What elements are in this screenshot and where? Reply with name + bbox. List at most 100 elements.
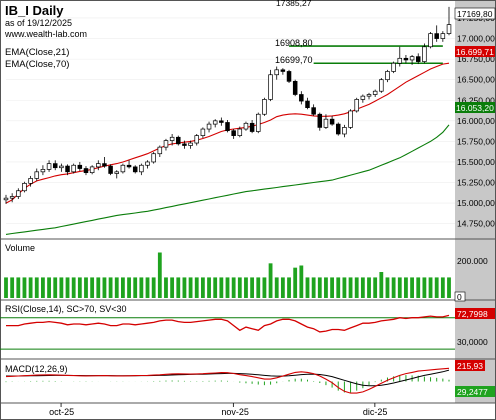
volume-bar — [182, 277, 187, 298]
volume-bar — [305, 277, 310, 298]
volume-bar — [120, 277, 125, 298]
candle — [151, 152, 156, 164]
candle — [440, 31, 446, 42]
candle — [219, 117, 224, 126]
candle — [28, 175, 33, 187]
candle — [366, 92, 372, 100]
candle — [274, 66, 279, 80]
price-y-tick-label: 16.000,00 — [457, 116, 495, 126]
macd-badge — [455, 360, 485, 371]
volume-bar — [145, 277, 150, 298]
volume-bar — [447, 277, 451, 298]
price-y-tick-label: 16.250,00 — [457, 95, 495, 105]
candle — [139, 163, 144, 176]
candle — [132, 165, 138, 174]
candle — [434, 25, 439, 42]
volume-last-badge — [454, 291, 466, 302]
volume-bar — [164, 277, 168, 298]
rsi-tick-30: 30,0000 — [457, 337, 488, 347]
candle — [428, 31, 433, 49]
candle — [391, 61, 396, 74]
candle — [317, 112, 323, 131]
price-y-ticks: 17.250,0017.000,0016.750,0016.500,0016.2… — [457, 13, 495, 229]
candle — [256, 112, 261, 134]
volume-bar — [77, 277, 82, 298]
price-y-tick-label: 14.750,00 — [457, 219, 495, 229]
candle — [65, 164, 70, 176]
volume-bar — [59, 277, 64, 298]
rsi-badge — [455, 308, 495, 319]
candle — [299, 91, 304, 105]
volume-bar — [324, 277, 328, 298]
candle — [323, 114, 329, 130]
candle — [415, 53, 421, 65]
volume-bar — [237, 277, 242, 298]
volume-bar — [410, 277, 414, 298]
volume-bar — [47, 277, 51, 298]
candle — [231, 129, 236, 139]
volume-bar — [4, 277, 8, 298]
candle — [194, 133, 199, 146]
volume-bar — [391, 277, 396, 298]
candle — [200, 127, 206, 139]
volume-bar — [10, 277, 15, 298]
candle — [182, 140, 187, 149]
volume-bar — [250, 277, 255, 298]
rsi-line — [6, 314, 450, 333]
price-y-tick-label: 15.000,00 — [457, 198, 495, 208]
candle — [108, 164, 113, 176]
candle — [237, 126, 243, 138]
volume-bar — [219, 277, 224, 298]
candle — [397, 46, 403, 67]
rsi-value-label: 72,7998 — [457, 309, 488, 319]
volume-bar — [404, 277, 408, 298]
ema70-badge — [455, 102, 495, 113]
candle — [249, 120, 255, 134]
volume-bar — [127, 277, 131, 298]
candle — [169, 133, 175, 146]
volume-bar — [231, 277, 236, 298]
candle — [9, 193, 15, 203]
volume-bar — [428, 277, 433, 298]
volume-bar — [373, 277, 378, 298]
x-tick-label: nov-25 — [221, 407, 249, 417]
ema70-value-label: 16.053,20 — [456, 103, 494, 113]
candle — [354, 97, 359, 113]
volume-bar — [133, 277, 138, 298]
volume-bar — [213, 277, 218, 298]
price-y-tick-label: 15.250,00 — [457, 178, 495, 188]
candle — [335, 122, 341, 136]
ema21-legend: EMA(Close,21) — [5, 47, 69, 58]
volume-bar — [397, 277, 402, 298]
volume-last-label: 0 — [457, 292, 462, 302]
price-grid — [6, 17, 455, 224]
volume-bar — [139, 277, 144, 298]
volume-bar — [22, 277, 27, 298]
candle — [348, 109, 353, 130]
last-price-badge — [454, 7, 496, 20]
volume-bar — [157, 252, 162, 298]
candle — [422, 43, 427, 64]
candle — [102, 157, 107, 168]
candle — [385, 69, 390, 83]
candle — [96, 160, 101, 171]
candles-series — [3, 6, 452, 204]
candle — [22, 181, 27, 193]
volume-bar — [170, 277, 175, 298]
volume-bar — [84, 277, 88, 298]
volume-bar — [434, 277, 439, 298]
candle — [243, 121, 249, 131]
support-resistance-levels — [289, 45, 443, 65]
candle — [77, 161, 83, 172]
candle — [40, 165, 46, 176]
chart-subtitle: as of 19/12/2025 — [5, 18, 72, 28]
volume-bar — [367, 277, 371, 298]
candle — [163, 138, 169, 151]
candle — [409, 55, 415, 65]
volume-bar — [348, 277, 353, 298]
volume-bar — [207, 277, 211, 298]
candle — [360, 94, 366, 103]
volume-bar — [90, 277, 95, 298]
volume-bar — [53, 277, 58, 298]
candle — [292, 79, 298, 97]
